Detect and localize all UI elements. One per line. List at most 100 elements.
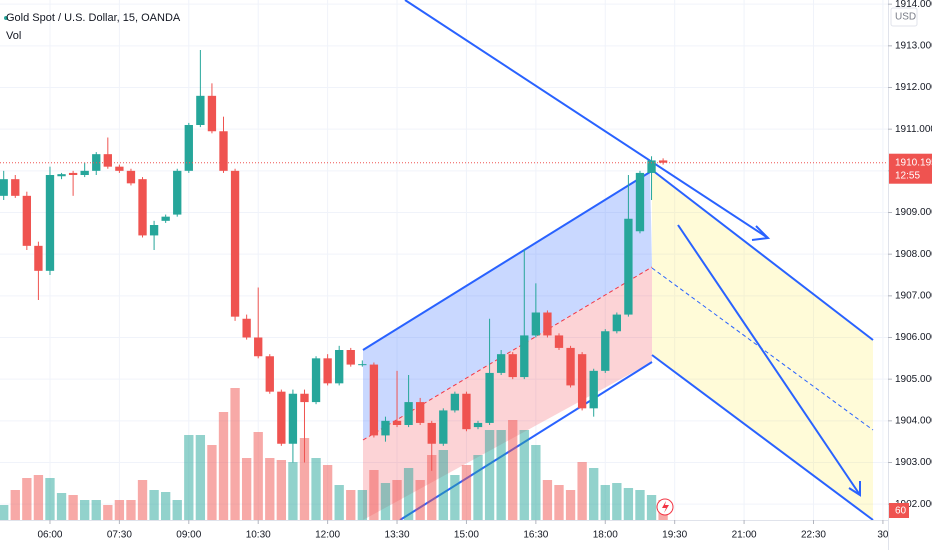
candle-body bbox=[346, 350, 355, 365]
event-icon-bolt bbox=[662, 501, 669, 513]
volume-bar bbox=[484, 430, 495, 520]
volume-bar bbox=[311, 458, 321, 520]
candle-body bbox=[635, 172, 645, 232]
projection-mid bbox=[651, 267, 874, 431]
candle-body bbox=[531, 312, 541, 336]
volume-bar bbox=[577, 462, 587, 520]
price-label-box bbox=[889, 153, 932, 184]
volume-bar bbox=[56, 493, 67, 520]
y-tick-label: 1902.000 bbox=[895, 499, 932, 510]
chart-title: Gold Spot / U.S. Dollar, 15, OANDA bbox=[6, 12, 181, 24]
volume-bar bbox=[392, 480, 402, 520]
y-tick-label: 1913.000 bbox=[895, 40, 932, 51]
projection-bottom bbox=[651, 354, 874, 521]
y-tick-label: 1914.000 bbox=[895, 0, 932, 10]
candle-body bbox=[173, 170, 182, 215]
arrow-head bbox=[751, 225, 771, 241]
projection-top bbox=[651, 169, 874, 341]
price-label: 1910.195 bbox=[895, 157, 932, 168]
x-tick-label: 19:30 bbox=[662, 530, 687, 541]
candle-body bbox=[554, 335, 564, 348]
volume-bar bbox=[10, 490, 20, 520]
volume-bar bbox=[45, 478, 55, 520]
volume-bar bbox=[230, 388, 240, 520]
candle-body bbox=[161, 216, 170, 221]
x-tick-label: 13:30 bbox=[385, 530, 410, 541]
candle-body bbox=[265, 356, 274, 392]
volume-bar bbox=[22, 478, 32, 520]
y-tick-label: 1907.000 bbox=[895, 290, 932, 301]
y-tick-label: 1906.000 bbox=[895, 332, 932, 343]
candle-body bbox=[427, 422, 436, 444]
volume-bar bbox=[554, 485, 564, 520]
candle-body bbox=[0, 179, 8, 196]
y-tick-label: 1903.000 bbox=[895, 457, 932, 468]
candle-body bbox=[207, 95, 217, 132]
currency-box[interactable] bbox=[890, 7, 918, 27]
status-dot bbox=[4, 16, 8, 20]
volume-bar bbox=[346, 490, 356, 520]
candle-body bbox=[45, 175, 55, 271]
candle-body bbox=[381, 420, 390, 436]
volume-bar bbox=[160, 492, 171, 520]
candle-body bbox=[404, 402, 413, 425]
volume-bar bbox=[149, 490, 159, 520]
volume-bar bbox=[357, 490, 367, 520]
volume-bar bbox=[519, 430, 529, 520]
volume-bar bbox=[207, 445, 217, 520]
volume-pane bbox=[0, 388, 668, 520]
candle-body bbox=[242, 318, 251, 338]
candle-body bbox=[358, 364, 367, 366]
trend-arrow bbox=[404, 0, 769, 239]
channel-top bbox=[362, 171, 651, 351]
volume-bar bbox=[33, 475, 44, 520]
x-tick-label: 06:00 bbox=[37, 530, 62, 541]
volume-bar bbox=[565, 490, 576, 520]
volume-label: 60 bbox=[895, 506, 907, 517]
volume-bar bbox=[415, 480, 425, 520]
candle-body bbox=[392, 420, 402, 425]
y-tick-label: 1912.000 bbox=[895, 82, 932, 93]
x-tick-label: 09:00 bbox=[176, 530, 201, 541]
candle-body bbox=[22, 195, 32, 246]
currency[interactable]: USD bbox=[895, 12, 916, 23]
candle-body bbox=[577, 354, 587, 409]
volume-bar bbox=[241, 458, 252, 520]
volume-bar bbox=[137, 480, 148, 520]
candle-body bbox=[254, 337, 263, 357]
candle-body bbox=[647, 160, 656, 173]
y-tick-label: 1905.000 bbox=[895, 374, 932, 385]
x-tick-label: 18:00 bbox=[593, 530, 618, 541]
candle-body bbox=[230, 170, 240, 317]
y-tick-label: 1911.000 bbox=[895, 124, 932, 135]
candle-body bbox=[496, 354, 506, 373]
x-tick-label: 12:00 bbox=[315, 530, 340, 541]
volume-bar bbox=[473, 455, 483, 520]
volume-bar bbox=[0, 505, 9, 520]
candle-body bbox=[80, 170, 89, 175]
volume-bar bbox=[288, 462, 298, 520]
volume-bar bbox=[380, 483, 391, 520]
x-tick-label: 22:30 bbox=[801, 530, 826, 541]
candle-body bbox=[520, 335, 529, 378]
candle-body bbox=[149, 225, 159, 236]
volume-bar bbox=[218, 412, 229, 520]
candle-body bbox=[473, 422, 483, 428]
candle-body bbox=[323, 358, 332, 384]
candle-body bbox=[416, 402, 425, 423]
x-tick-label: 07:30 bbox=[107, 530, 132, 541]
candle-body bbox=[658, 160, 668, 163]
candle-body bbox=[184, 125, 193, 171]
volume-bar bbox=[496, 430, 506, 520]
volume-bar bbox=[114, 500, 125, 520]
x-tick-label: 10:30 bbox=[246, 530, 271, 541]
candle-body bbox=[462, 393, 471, 430]
target-arrow bbox=[677, 224, 861, 496]
candle-body bbox=[126, 170, 136, 184]
volume-bar bbox=[334, 485, 344, 520]
volume-bar bbox=[508, 420, 518, 520]
candle-body bbox=[300, 393, 309, 403]
volume-bar bbox=[184, 435, 194, 520]
candle-body bbox=[601, 331, 610, 371]
candle-body bbox=[566, 347, 575, 386]
